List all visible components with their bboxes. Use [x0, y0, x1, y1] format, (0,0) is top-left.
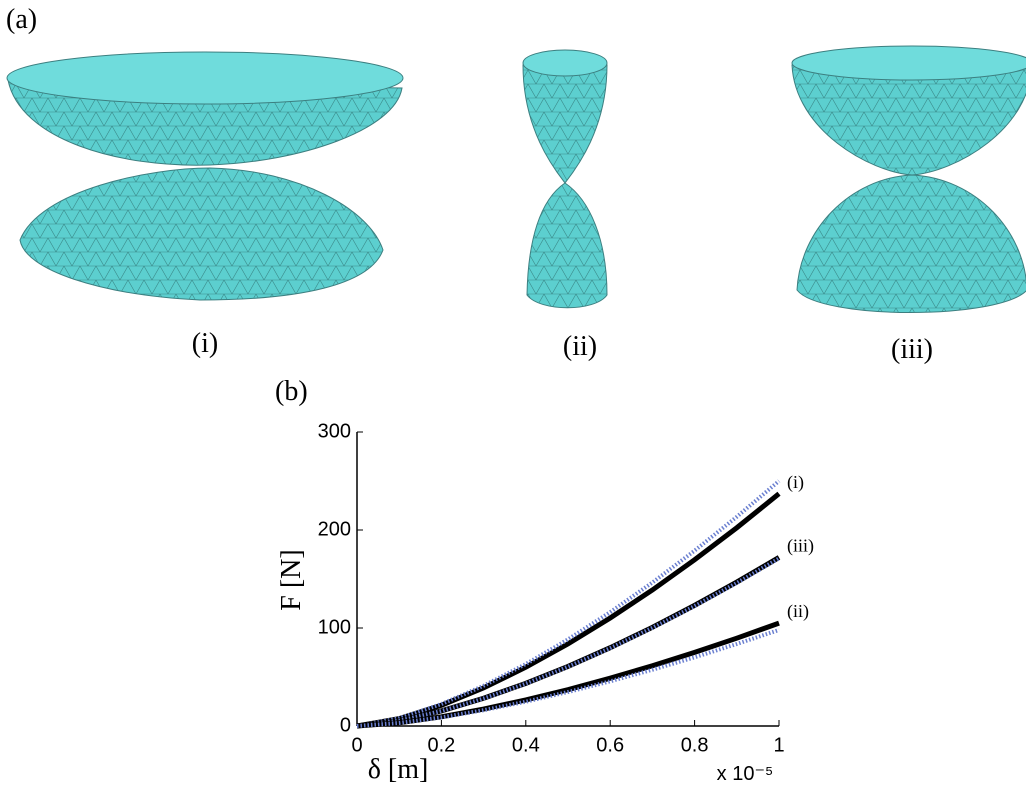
- x-axis-label: δ [m]: [368, 754, 429, 785]
- mesh-shape: [523, 50, 607, 308]
- x-tick-label: 0.2: [427, 734, 455, 756]
- x-tick-label: 0: [351, 734, 362, 756]
- x-tick-label: 0.8: [681, 734, 709, 756]
- y-tick-label: 200: [318, 518, 351, 540]
- y-axis-label: F [N]: [276, 549, 307, 610]
- mesh-shape: [792, 46, 1026, 313]
- shape-label: (iii): [891, 334, 933, 365]
- figure: (a) (i) (ii) (iii) (b) δ [m] x 10⁻⁵ F [N…: [0, 0, 1026, 793]
- curve-label: (i): [787, 472, 804, 493]
- x-tick-label: 0.6: [596, 734, 624, 756]
- y-tick-label: 300: [318, 420, 351, 442]
- panel-label: (b): [275, 376, 308, 407]
- x-tick-label: 0.4: [512, 734, 540, 756]
- curve-label: (ii): [787, 601, 809, 622]
- shape-label: (ii): [563, 331, 597, 362]
- curve-label: (iii): [787, 536, 814, 557]
- y-tick-label: 0: [340, 714, 351, 736]
- shape-label: (i): [192, 328, 218, 359]
- x-multiplier: x 10⁻⁵: [717, 763, 774, 785]
- mesh-shape: [7, 52, 403, 300]
- x-tick-label: 1: [773, 734, 784, 756]
- panel-label: (a): [6, 4, 37, 35]
- y-tick-label: 100: [318, 616, 351, 638]
